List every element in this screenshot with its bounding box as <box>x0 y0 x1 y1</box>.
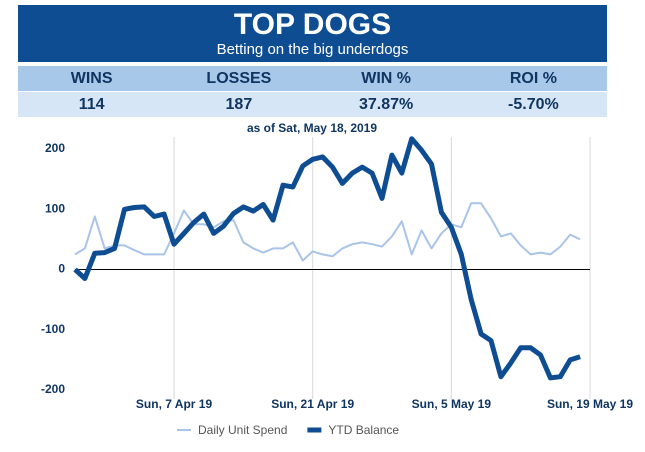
y-tick-label: 0 <box>58 262 65 276</box>
stat-header: WIN % <box>361 70 412 87</box>
stat-header: WINS <box>70 70 113 87</box>
title: TOP DOGS <box>233 8 392 41</box>
y-tick-label: -200 <box>41 382 65 396</box>
stat-value: 114 <box>78 96 105 113</box>
stats-header: WINS LOSSES WIN % ROI % <box>18 66 607 91</box>
stat-value: -5.70% <box>508 96 559 113</box>
legend-label: YTD Balance <box>328 423 399 437</box>
x-tick-label: Sun, 7 Apr 19 <box>136 397 213 411</box>
x-tick-label: Sun, 21 Apr 19 <box>271 397 354 411</box>
y-tick-label: 100 <box>45 201 65 215</box>
x-tick-label: Sun, 5 May 19 <box>412 397 492 411</box>
stat-value: 187 <box>225 96 253 113</box>
chart-subtitle: as of Sat, May 18, 2019 <box>247 121 377 135</box>
y-tick-label: 200 <box>45 141 65 155</box>
x-tick-label: Sun, 19 May 19 <box>547 397 633 411</box>
y-tick-label: -100 <box>41 322 65 336</box>
series-line <box>74 202 581 262</box>
subtitle: Betting on the big underdogs <box>216 41 409 58</box>
legend-label: Daily Unit Spend <box>198 423 287 437</box>
stat-header: ROI % <box>509 70 557 87</box>
series-line <box>73 136 581 381</box>
stat-header: LOSSES <box>206 70 272 87</box>
stats-values: 114 187 37.87% -5.70% <box>18 92 607 117</box>
banner: TOP DOGS Betting on the big underdogs <box>18 5 607 62</box>
stat-value: 37.87% <box>358 96 414 113</box>
